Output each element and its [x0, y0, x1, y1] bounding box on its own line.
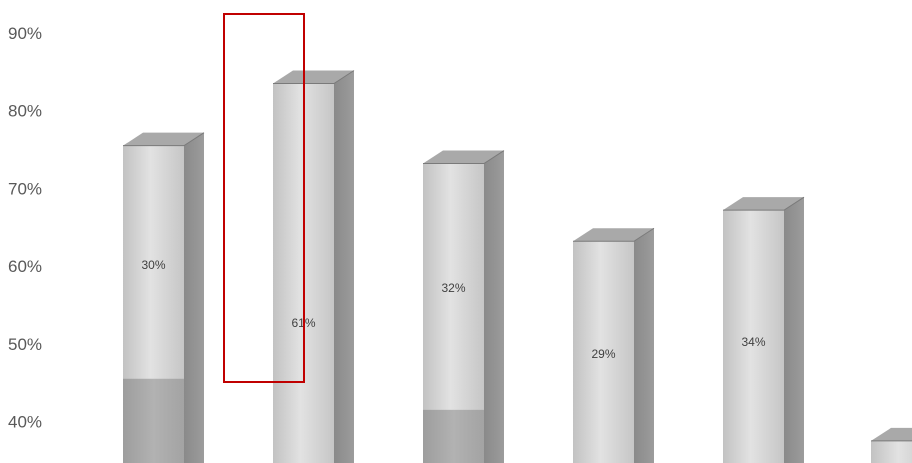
bar-lower-segment: [423, 409, 484, 463]
bar-edge: [723, 196, 805, 211]
bar-data-label: 29%: [591, 347, 615, 361]
bar: [871, 427, 912, 463]
highlight-box: [223, 13, 305, 383]
bar-front: [573, 241, 634, 463]
y-axis: 40% 50% 60% 70% 80% 90%: [8, 24, 42, 432]
bar-front: [871, 440, 912, 463]
bar-data-label: 32%: [441, 281, 465, 295]
bar-edge: [123, 132, 205, 147]
y-tick-label: 80%: [8, 102, 42, 121]
bars: 30% 61% 32% 29% 34%: [123, 70, 912, 463]
bar-side: [484, 150, 504, 463]
bar-front: [723, 210, 784, 463]
bar-data-label: 30%: [141, 258, 165, 272]
bar-edge: [573, 227, 655, 242]
bar: 61%: [273, 70, 355, 463]
y-tick-label: 40%: [8, 413, 42, 432]
bar: 32%: [423, 150, 505, 463]
bar-top: [423, 150, 504, 164]
bar-data-label: 34%: [741, 335, 765, 349]
y-tick-label: 90%: [8, 24, 42, 43]
y-tick-label: 60%: [8, 257, 42, 276]
bar: 29%: [573, 227, 655, 463]
bar-top: [273, 70, 354, 84]
bar-edge: [273, 70, 355, 85]
bar-side: [334, 70, 354, 463]
highlight-layer: [223, 13, 305, 383]
bar-top: [871, 427, 912, 441]
y-tick-label: 70%: [8, 179, 42, 198]
bar: 30%: [123, 132, 205, 463]
y-tick-label: 50%: [8, 335, 42, 354]
bar-lower-segment: [123, 378, 184, 463]
bar-edge: [423, 150, 505, 165]
bar-side: [784, 197, 804, 463]
bar: 34%: [723, 196, 805, 463]
bar-edge: [871, 440, 912, 442]
bar-side: [634, 228, 654, 463]
bar-top: [573, 228, 654, 242]
bar-top: [723, 197, 804, 211]
bar-side: [184, 132, 204, 463]
bar-top: [123, 132, 204, 146]
